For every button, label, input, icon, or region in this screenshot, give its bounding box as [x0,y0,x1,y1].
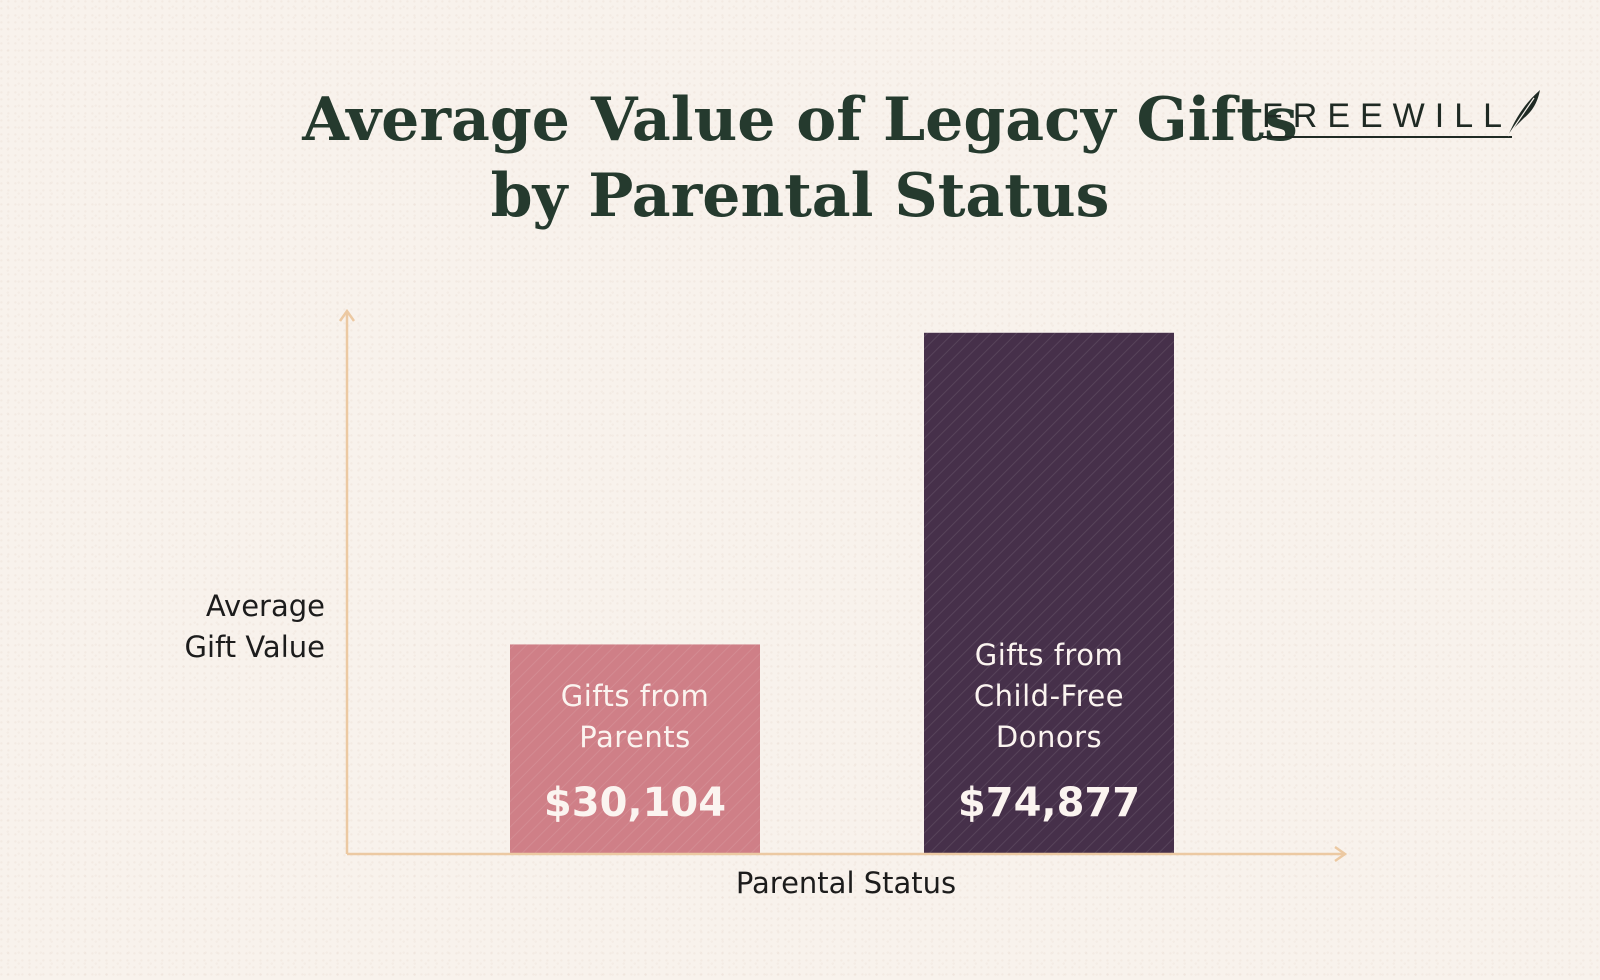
x-axis-label: Parental Status [735,866,957,900]
bar-parents-labels: Gifts from Parents $30,104 [510,676,760,826]
bar-parents-texture [510,644,760,854]
bar-category-label: Gifts from Child-Free Donors [973,638,1125,754]
bar-childfree-labels: Gifts from Child-Free Donors $74,877 [924,635,1174,826]
bar-value-label: $30,104 [543,780,727,826]
brand-name: FREEWILL [1262,98,1513,138]
chart-title: Average Value of Legacy Gifts by Parenta… [302,85,1298,231]
x-axis-arrow-icon [1334,845,1348,863]
bar-category-label: Gifts from Parents [560,679,710,754]
bar-childfree-texture [924,332,1174,854]
y-axis-label: Average Gift Value [184,589,325,664]
bar-value-label: $74,877 [957,780,1141,826]
quill-feather-icon [1507,90,1541,137]
y-axis-arrow-icon [338,308,356,322]
freewill-logo: FREEWILL [1262,86,1544,138]
